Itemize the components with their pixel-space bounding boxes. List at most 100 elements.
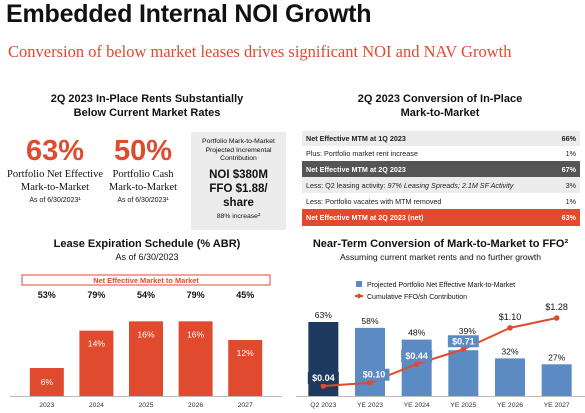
legend-bar-swatch: [356, 281, 362, 287]
mtm-row-leasing-italic: 97% Leasing Spreads; 2.1M SF Activity: [387, 180, 514, 190]
page-title: Embedded Internal NOI Growth: [6, 0, 372, 28]
net-effective-mtm-stat: 63% Portfolio Net Effective Mark-to-Mark…: [6, 136, 104, 204]
mtm-row-market-increase: Plus: Portfolio market rent increase 1%: [302, 146, 580, 161]
mtm-banner-label: Net Effective Market to Market: [93, 276, 199, 285]
ffo-point: [413, 361, 420, 367]
near-term-chart-subtitle: Assuming current market rents and no fur…: [339, 252, 542, 262]
mtm-row-1q-value: 66%: [561, 134, 576, 143]
box-caption-line3: Contribution: [220, 155, 257, 162]
lease-bar-label: 6%: [41, 377, 54, 387]
mtm-conversion-table: Net Effective MTM at 1Q 2023 66% Plus: P…: [302, 131, 580, 226]
ffo-point: [553, 315, 560, 321]
rents-title-line1: 2Q 2023 In-Place Rents Substantially: [50, 93, 244, 105]
box-caption: Portfolio Mark-to-Market Projected Incre…: [191, 138, 286, 164]
lease-x-tick: 2024: [89, 402, 104, 409]
near-term-ffo-chart: Projected Portfolio Net Effective Mark-t…: [296, 281, 585, 409]
cash-asof: As of 6/30/2023¹: [117, 197, 169, 204]
mtm-label: 79%: [187, 290, 205, 300]
ffo-label-bg: [358, 368, 390, 381]
mtm-row-net-value: 63%: [561, 213, 576, 222]
near-term-x-tick: YE 2025: [450, 402, 476, 409]
near-term-x-tick: YE 2026: [497, 402, 523, 409]
ffo-point: [320, 383, 327, 389]
mtm-row-market-increase-value: 1%: [565, 149, 576, 158]
ffo-label: $1.28: [545, 302, 568, 312]
lease-chart-subtitle: As of 6/30/2023: [115, 252, 179, 262]
legend-line-marker: [356, 293, 362, 299]
mtm-projection-label: 63%: [315, 310, 333, 320]
lease-bars: Net Effective Market to Market 53% 6% 2023 7…: [10, 274, 282, 409]
mtm-label: 53%: [38, 290, 56, 300]
mtm-projection-label: 58%: [361, 316, 379, 326]
conversion-section-title: 2Q 2023 Conversion of In-Place Mark-to-M…: [300, 92, 580, 120]
mtm-row-net: Net Effective MTM at 2Q 2023 (net) 63%: [302, 209, 580, 226]
mtm-row-leasing: Less: Q2 leasing activity: 97% Leasing S…: [302, 177, 580, 193]
mtm-projection-label: 39%: [459, 326, 477, 336]
ffo-contribution-line: [323, 317, 557, 387]
lease-bar: [29, 368, 64, 396]
conversion-title-line2: Mark-to-Market: [400, 107, 480, 119]
mtm-row-1q-label: Net Effective MTM at 1Q 2023: [306, 134, 406, 143]
mtm-row-net-label: Net Effective MTM at 2Q 2023 (net): [306, 213, 424, 222]
lease-chart-title: Lease Expiration Schedule (% ABR): [53, 238, 241, 250]
lease-bar: [178, 321, 213, 396]
ffo-label: $0.10: [363, 370, 386, 380]
box-caption-line1: Portfolio Mark-to-Market: [202, 138, 275, 145]
mtm-projection-bar: [448, 350, 479, 396]
mtm-projection-label: 48%: [408, 328, 426, 338]
near-term-x-tick: YE 2024: [404, 402, 430, 409]
lease-bar-label: 16%: [137, 329, 155, 339]
mtm-row-vacates-value: 1%: [565, 196, 576, 206]
lease-bar: [129, 321, 163, 396]
mtm-row-leasing-value: 3%: [565, 180, 576, 190]
net-effective-mtm-value: 63%: [25, 135, 85, 167]
mtm-row-vacates: Less: Portfolio vacates with MTM removed…: [302, 193, 580, 209]
near-term-section-header: Near-Term Conversion of Mark-to-Market t…: [296, 238, 585, 262]
near-term-bars: 63% Q2 2023 58% YE 2023 48% YE 2024 39% YE 2025…: [296, 310, 585, 409]
mtm-label: 79%: [87, 290, 105, 300]
net-effective-label-line2: Mark-to-Market: [20, 182, 90, 193]
legend-line-label: Cumulative FFO/sh Contribution: [367, 294, 467, 301]
ffo-point: [460, 346, 467, 353]
cash-label-line1: Portfolio Cash: [112, 169, 174, 180]
mtm-label: 54%: [137, 290, 155, 300]
cash-mtm-label: Portfolio Cash Mark-to-Market: [99, 168, 187, 194]
near-term-legend: Projected Portfolio Net Effective Mark-t…: [355, 281, 515, 301]
cash-mtm-value: 50%: [113, 135, 173, 167]
ffo-point: [367, 379, 373, 386]
mtm-projection-label: 32%: [501, 346, 519, 356]
lease-bar: [79, 330, 114, 396]
near-term-x-tick: YE 2027: [544, 402, 570, 409]
box-caption-line2: Projected Incremental: [205, 146, 272, 154]
net-effective-asof: As of 6/30/2023¹: [29, 197, 81, 204]
mtm-row-vacates-label: Less: Portfolio vacates with MTM removed: [306, 196, 442, 206]
lease-x-tick: 2027: [238, 402, 253, 409]
cash-mtm-stat: 50% Portfolio Cash Mark-to-Market As of …: [99, 136, 187, 204]
mtm-row-2q: Net Effective MTM at 2Q 2023 67%: [302, 161, 580, 177]
page-subtitle: Conversion of below market leases drives…: [8, 42, 512, 61]
mtm-row-leasing-label: Less: Q2 leasing activity: 97% Leasing S…: [306, 181, 513, 190]
ffo-label-bg: [307, 372, 339, 384]
mtm-projection-bar: [495, 358, 525, 396]
mtm-row-1q: Net Effective MTM at 1Q 2023 66%: [302, 131, 580, 146]
incremental-contribution-box: Portfolio Mark-to-Market Projected Incre…: [191, 132, 286, 230]
lease-bar-label: 16%: [187, 329, 205, 339]
ffo-line: $0.04 $0.10 $0.44 $0.71 $1.10 $1.28: [307, 302, 568, 389]
mtm-row-2q-value: 67%: [561, 164, 576, 174]
mtm-row-2q-label: Net Effective MTM at 2Q 2023: [306, 164, 406, 174]
mtm-projection-bar: [355, 327, 385, 396]
rents-section-title: 2Q 2023 In-Place Rents Substantially Bel…: [6, 92, 288, 120]
ffo-label: $0.04: [312, 373, 335, 383]
ffo-line1: FFO $1.88/: [209, 182, 268, 195]
mtm-label: 45%: [236, 290, 254, 300]
mtm-projection-bar: [541, 364, 572, 396]
net-effective-label-line1: Portfolio Net Effective: [6, 169, 104, 180]
lease-x-tick: 2025: [138, 402, 153, 409]
increase-note: 88% increase²: [216, 212, 261, 220]
ffo-label-bg: [401, 350, 433, 363]
rents-title-line2: Below Current Market Rates: [73, 107, 221, 119]
near-term-chart-title: Near-Term Conversion of Mark-to-Market t…: [312, 238, 569, 250]
lease-expiration-chart: Net Effective Market to Market 53% 6% 2023 7…: [10, 274, 282, 409]
lease-section-header: Lease Expiration Schedule (% ABR) As of …: [6, 238, 288, 262]
noi-value: NOI $380M: [209, 168, 268, 181]
